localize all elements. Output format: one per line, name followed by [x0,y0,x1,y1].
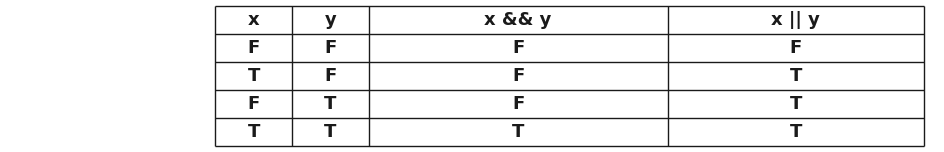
Text: F: F [512,39,524,57]
Text: T: T [324,95,336,113]
Text: T: T [247,123,260,141]
Text: F: F [789,39,801,57]
Text: y: y [324,11,336,29]
Text: F: F [247,39,260,57]
Text: x && y: x && y [484,11,551,29]
Text: x: x [247,11,260,29]
Text: T: T [789,67,801,85]
Text: F: F [324,39,336,57]
Text: T: T [512,123,524,141]
Text: F: F [247,95,260,113]
Text: F: F [512,67,524,85]
Text: F: F [512,95,524,113]
Text: T: T [789,123,801,141]
Text: T: T [324,123,336,141]
Text: x || y: x || y [770,11,819,29]
Text: T: T [247,67,260,85]
Text: T: T [789,95,801,113]
Text: F: F [324,67,336,85]
